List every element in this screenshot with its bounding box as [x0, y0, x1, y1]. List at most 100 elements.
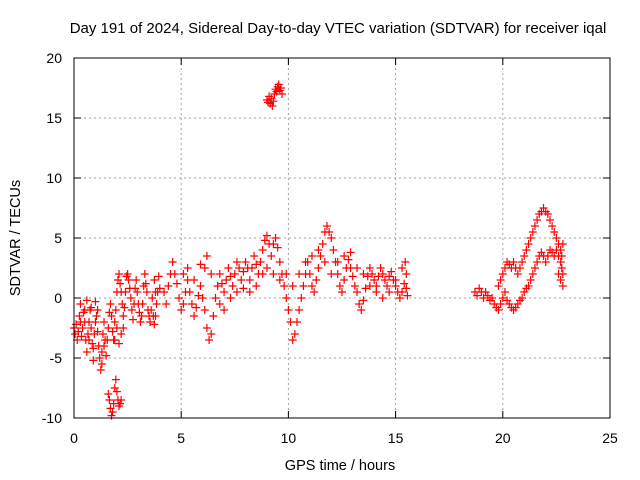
data-point	[378, 294, 387, 302]
data-point	[314, 246, 323, 254]
data-point	[76, 300, 85, 308]
data-point	[111, 306, 120, 314]
y-tick-label: 0	[54, 290, 62, 306]
data-point	[312, 276, 321, 284]
data-point	[168, 258, 177, 266]
data-point	[402, 284, 411, 293]
data-point	[232, 288, 241, 296]
data-point	[93, 306, 102, 314]
data-point	[524, 282, 533, 290]
x-axis-title: GPS time / hours	[285, 458, 395, 474]
data-point	[202, 324, 211, 332]
data-point	[282, 294, 291, 302]
y-tick-label: 15	[46, 110, 62, 126]
data-point	[372, 288, 381, 296]
data-point	[226, 294, 235, 302]
data-point	[395, 294, 404, 302]
data-point	[335, 282, 344, 290]
data-point	[557, 264, 566, 272]
data-point	[359, 296, 368, 305]
data-point	[106, 300, 115, 308]
data-point	[126, 294, 135, 302]
data-point	[146, 318, 155, 326]
data-point	[275, 276, 284, 284]
data-point	[121, 288, 130, 296]
data-point	[110, 384, 119, 392]
data-point	[273, 243, 282, 252]
data-point	[164, 282, 173, 290]
data-point	[528, 270, 537, 278]
data-point	[322, 222, 331, 230]
data-point	[97, 360, 106, 368]
data-point	[350, 282, 359, 290]
data-point	[376, 264, 385, 272]
data-point	[205, 336, 214, 344]
data-point	[340, 276, 349, 284]
data-point	[333, 258, 342, 266]
data-point	[224, 264, 233, 272]
data-point	[179, 300, 188, 308]
data-point	[190, 312, 199, 320]
data-point	[200, 264, 209, 272]
data-point	[558, 282, 567, 290]
data-point	[104, 324, 113, 332]
data-point	[541, 258, 550, 266]
data-point	[268, 102, 277, 110]
data-point	[132, 276, 141, 284]
data-point	[228, 282, 237, 290]
data-point	[89, 356, 98, 365]
data-point	[192, 303, 201, 312]
data-point	[89, 344, 98, 353]
data-point	[500, 288, 509, 296]
data-point	[91, 318, 100, 326]
data-point	[232, 258, 241, 266]
data-point	[170, 270, 179, 278]
data-point	[137, 312, 146, 320]
data-point	[398, 288, 407, 296]
data-point	[75, 312, 84, 320]
data-point	[226, 272, 235, 281]
data-point	[307, 282, 316, 290]
data-point	[262, 231, 271, 240]
data-point	[545, 216, 554, 224]
data-point	[196, 282, 205, 290]
data-point	[295, 270, 304, 278]
data-point	[91, 297, 100, 306]
data-point	[123, 270, 132, 278]
data-point	[361, 284, 370, 293]
data-point	[222, 276, 231, 284]
data-point	[365, 264, 374, 272]
data-point	[250, 252, 259, 260]
data-point	[353, 264, 362, 272]
data-point	[230, 270, 239, 278]
x-tick-label: 15	[388, 430, 404, 446]
data-point	[155, 284, 164, 293]
data-point	[207, 330, 216, 338]
data-point	[299, 282, 308, 290]
data-point	[543, 210, 552, 218]
data-point	[142, 288, 151, 296]
data-point	[537, 248, 546, 257]
data-point	[383, 282, 392, 290]
data-point	[131, 284, 140, 293]
data-point	[241, 258, 250, 266]
data-point	[215, 270, 224, 278]
data-point	[150, 320, 159, 329]
data-point	[344, 255, 353, 264]
data-point	[292, 318, 301, 326]
data-point	[262, 264, 271, 272]
data-point	[74, 327, 83, 336]
axis-ticks: 0 5 10 15 20 25 -10 -5 0 5 10 15 20	[42, 50, 618, 446]
data-point	[256, 258, 265, 266]
data-point	[179, 270, 188, 278]
data-point	[374, 272, 383, 281]
data-point	[110, 336, 119, 344]
data-point	[556, 276, 565, 284]
data-point	[104, 390, 113, 398]
data-point	[530, 222, 539, 230]
data-point	[209, 312, 218, 320]
data-point	[87, 303, 96, 312]
data-point	[277, 90, 286, 98]
data-point	[127, 306, 136, 314]
